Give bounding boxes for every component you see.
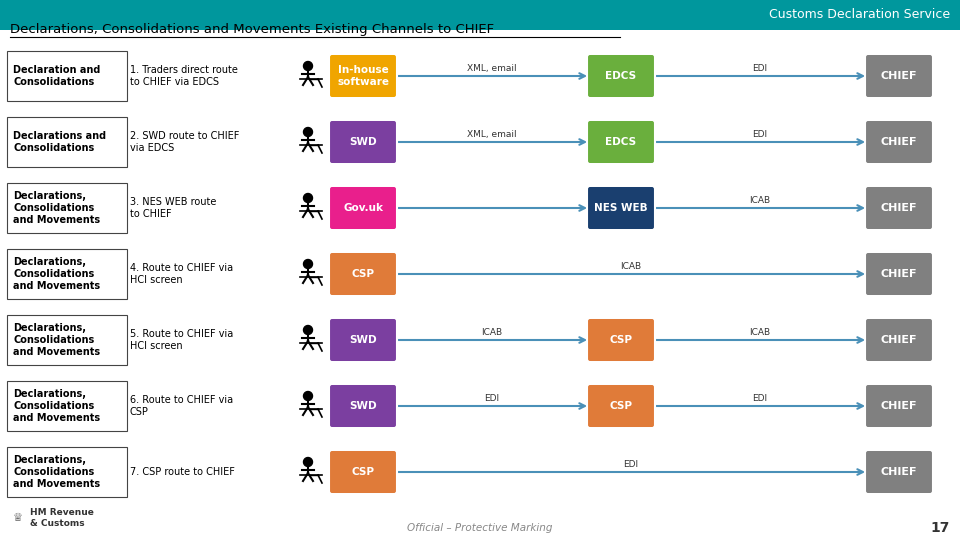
- Text: EDCS: EDCS: [606, 71, 636, 81]
- Text: XML, email: XML, email: [468, 130, 516, 139]
- Text: 2. SWD route to CHIEF
via EDCS: 2. SWD route to CHIEF via EDCS: [130, 131, 239, 153]
- Text: Declarations,
Consolidations
and Movements: Declarations, Consolidations and Movemen…: [13, 191, 100, 225]
- FancyBboxPatch shape: [587, 120, 655, 164]
- Circle shape: [303, 260, 313, 268]
- FancyBboxPatch shape: [329, 318, 397, 362]
- Text: CSP: CSP: [351, 467, 374, 477]
- Text: ICAB: ICAB: [750, 328, 771, 337]
- Text: 17: 17: [930, 521, 950, 535]
- Text: CHIEF: CHIEF: [880, 401, 917, 411]
- FancyBboxPatch shape: [865, 186, 933, 230]
- FancyBboxPatch shape: [329, 384, 397, 428]
- Text: SWD: SWD: [349, 137, 377, 147]
- FancyBboxPatch shape: [587, 318, 655, 362]
- FancyBboxPatch shape: [7, 315, 127, 366]
- Text: 6. Route to CHIEF via
CSP: 6. Route to CHIEF via CSP: [130, 395, 233, 417]
- Text: CHIEF: CHIEF: [880, 71, 917, 81]
- Text: CSP: CSP: [610, 401, 633, 411]
- Text: EDI: EDI: [485, 394, 499, 403]
- Text: 7. CSP route to CHIEF: 7. CSP route to CHIEF: [130, 467, 235, 477]
- Text: 4. Route to CHIEF via
HCI screen: 4. Route to CHIEF via HCI screen: [130, 263, 233, 285]
- Text: CHIEF: CHIEF: [880, 137, 917, 147]
- Text: CHIEF: CHIEF: [880, 203, 917, 213]
- FancyBboxPatch shape: [7, 117, 127, 167]
- FancyBboxPatch shape: [587, 384, 655, 428]
- Text: EDI: EDI: [753, 130, 768, 139]
- Circle shape: [303, 193, 313, 202]
- FancyBboxPatch shape: [587, 186, 655, 230]
- Text: ICAB: ICAB: [620, 262, 641, 271]
- Text: CSP: CSP: [610, 335, 633, 345]
- FancyBboxPatch shape: [7, 381, 127, 431]
- Circle shape: [303, 457, 313, 467]
- Text: 5. Route to CHIEF via
HCI screen: 5. Route to CHIEF via HCI screen: [130, 329, 233, 351]
- Circle shape: [303, 326, 313, 334]
- Text: CHIEF: CHIEF: [880, 269, 917, 279]
- Text: Declarations,
Consolidations
and Movements: Declarations, Consolidations and Movemen…: [13, 389, 100, 423]
- Text: HM Revenue
& Customs: HM Revenue & Customs: [30, 508, 94, 528]
- Text: Customs Declaration Service: Customs Declaration Service: [769, 8, 950, 22]
- Text: EDCS: EDCS: [606, 137, 636, 147]
- Text: ICAB: ICAB: [750, 196, 771, 205]
- Text: Declaration and
Consolidations: Declaration and Consolidations: [13, 65, 101, 87]
- Text: SWD: SWD: [349, 401, 377, 411]
- Text: ♕: ♕: [13, 513, 23, 523]
- Text: CSP: CSP: [351, 269, 374, 279]
- Text: CHIEF: CHIEF: [880, 335, 917, 345]
- Text: XML, email: XML, email: [468, 64, 516, 73]
- FancyBboxPatch shape: [329, 120, 397, 164]
- Text: 1. Traders direct route
to CHIEF via EDCS: 1. Traders direct route to CHIEF via EDC…: [130, 65, 238, 87]
- FancyBboxPatch shape: [865, 54, 933, 98]
- Text: Declarations and
Consolidations: Declarations and Consolidations: [13, 131, 107, 153]
- FancyBboxPatch shape: [865, 318, 933, 362]
- FancyBboxPatch shape: [7, 183, 127, 233]
- FancyBboxPatch shape: [865, 120, 933, 164]
- FancyBboxPatch shape: [865, 384, 933, 428]
- Text: Official – Protective Marking: Official – Protective Marking: [407, 523, 553, 533]
- Text: ICAB: ICAB: [481, 328, 503, 337]
- FancyBboxPatch shape: [329, 186, 397, 230]
- FancyBboxPatch shape: [587, 54, 655, 98]
- Circle shape: [303, 127, 313, 137]
- Text: NES WEB: NES WEB: [594, 203, 648, 213]
- FancyBboxPatch shape: [0, 0, 960, 30]
- FancyBboxPatch shape: [7, 447, 127, 497]
- Text: Declarations,
Consolidations
and Movements: Declarations, Consolidations and Movemen…: [13, 256, 100, 292]
- Text: Declarations, Consolidations and Movements Existing Channels to CHIEF: Declarations, Consolidations and Movemen…: [10, 24, 494, 37]
- Text: EDI: EDI: [753, 64, 768, 73]
- FancyBboxPatch shape: [7, 248, 127, 299]
- Circle shape: [303, 392, 313, 401]
- Text: Declarations,
Consolidations
and Movements: Declarations, Consolidations and Movemen…: [13, 455, 100, 489]
- FancyBboxPatch shape: [329, 252, 397, 296]
- Text: 3. NES WEB route
to CHIEF: 3. NES WEB route to CHIEF: [130, 197, 216, 219]
- FancyBboxPatch shape: [865, 252, 933, 296]
- FancyBboxPatch shape: [329, 54, 397, 98]
- FancyBboxPatch shape: [7, 51, 127, 102]
- FancyBboxPatch shape: [865, 450, 933, 494]
- Text: Gov.uk: Gov.uk: [343, 203, 383, 213]
- Text: Declarations,
Consolidations
and Movements: Declarations, Consolidations and Movemen…: [13, 322, 100, 357]
- FancyBboxPatch shape: [329, 450, 397, 494]
- Text: In-house
software: In-house software: [337, 65, 389, 87]
- Text: SWD: SWD: [349, 335, 377, 345]
- Circle shape: [303, 62, 313, 71]
- Text: EDI: EDI: [753, 394, 768, 403]
- Text: EDI: EDI: [623, 460, 638, 469]
- Text: CHIEF: CHIEF: [880, 467, 917, 477]
